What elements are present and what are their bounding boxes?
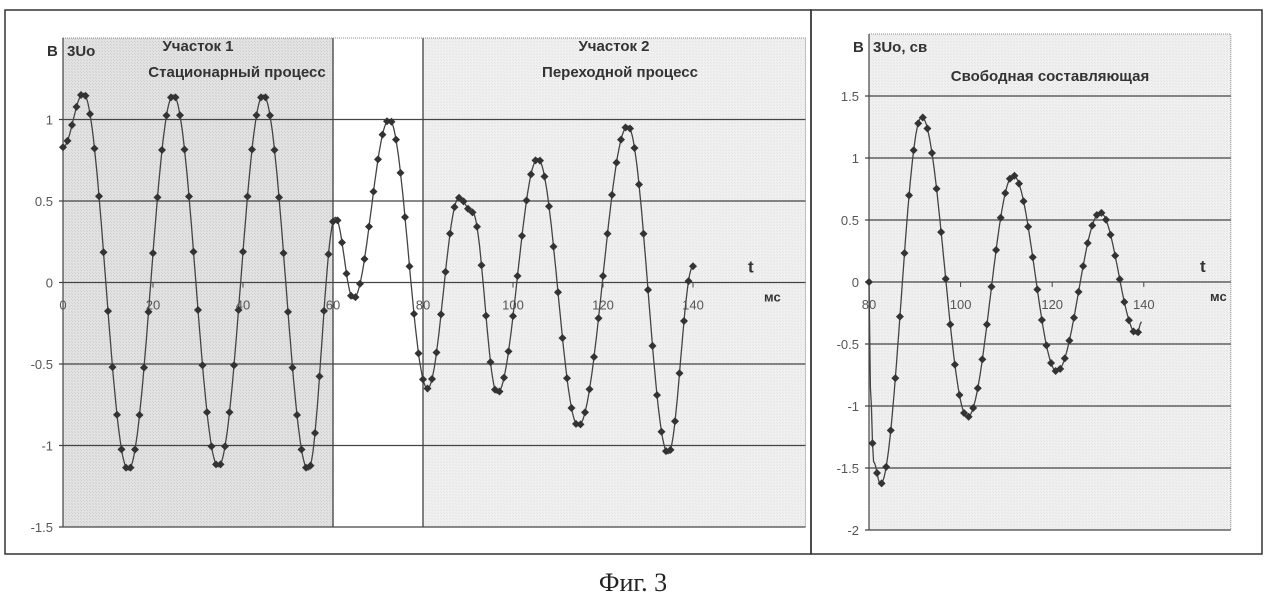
chart1-x-unit-label: мс bbox=[1210, 289, 1227, 304]
figure: Участок 1 Стационарный процесс Участок 2 Пе… bbox=[0, 0, 1266, 606]
chart0-y-tick-label: -1.5 bbox=[31, 520, 53, 535]
chart1-x-tick-label: 100 bbox=[950, 297, 972, 312]
chart0-x-tick-label: 100 bbox=[502, 298, 524, 313]
chart0-y-tick-label: -1 bbox=[41, 439, 53, 454]
chart1-y-tick-label: 0.5 bbox=[841, 213, 859, 228]
chart0-region-1-title: Участок 1 bbox=[162, 38, 233, 55]
chart1-x-tick-label: 140 bbox=[1133, 297, 1155, 312]
chart0-series-label: 3Uo bbox=[67, 43, 95, 60]
chart1-x-axis-label: t bbox=[1200, 257, 1206, 276]
chart1-y-tick-label: 0 bbox=[852, 275, 859, 290]
chart0-x-axis-label: t bbox=[748, 258, 754, 277]
chart1-unit-label: В bbox=[853, 39, 864, 56]
chart0-x-tick-label: 80 bbox=[416, 298, 430, 313]
chart0-y-tick-label: 0.5 bbox=[35, 194, 53, 209]
chart0-region-1-subtitle: Стационарный процесс bbox=[148, 64, 325, 81]
chart0-region-2-subtitle: Переходной процесс bbox=[542, 64, 698, 81]
chart0-y-tick-label: 1 bbox=[46, 113, 53, 128]
chart1-series-label: 3Uo, св bbox=[873, 39, 927, 56]
chart1-y-tick-label: 1.5 bbox=[841, 89, 859, 104]
chart0-unit-label: В bbox=[47, 43, 58, 60]
chart0-x-unit-label: мс bbox=[764, 290, 781, 305]
chart0-x-tick-label: 0 bbox=[59, 298, 66, 313]
figure-caption: Фиг. 3 bbox=[0, 568, 1266, 598]
chart0-x-tick-label: 60 bbox=[326, 298, 340, 313]
chart1-y-tick-label: -1.5 bbox=[837, 461, 859, 476]
chart1-x-tick-label: 120 bbox=[1041, 297, 1063, 312]
chart1-y-tick-label: -1 bbox=[847, 399, 859, 414]
chart0-x-tick-label: 120 bbox=[592, 298, 614, 313]
chart1-title: Свободная составляющая bbox=[951, 68, 1149, 85]
chart1-y-tick-label: 1 bbox=[852, 151, 859, 166]
chart0-y-tick-label: 0 bbox=[46, 276, 53, 291]
chart1-y-tick-label: -2 bbox=[847, 523, 859, 538]
chart1-y-tick-label: -0.5 bbox=[837, 337, 859, 352]
chart0-region-2-title: Участок 2 bbox=[578, 38, 649, 55]
chart0-y-tick-label: -0.5 bbox=[31, 357, 53, 372]
